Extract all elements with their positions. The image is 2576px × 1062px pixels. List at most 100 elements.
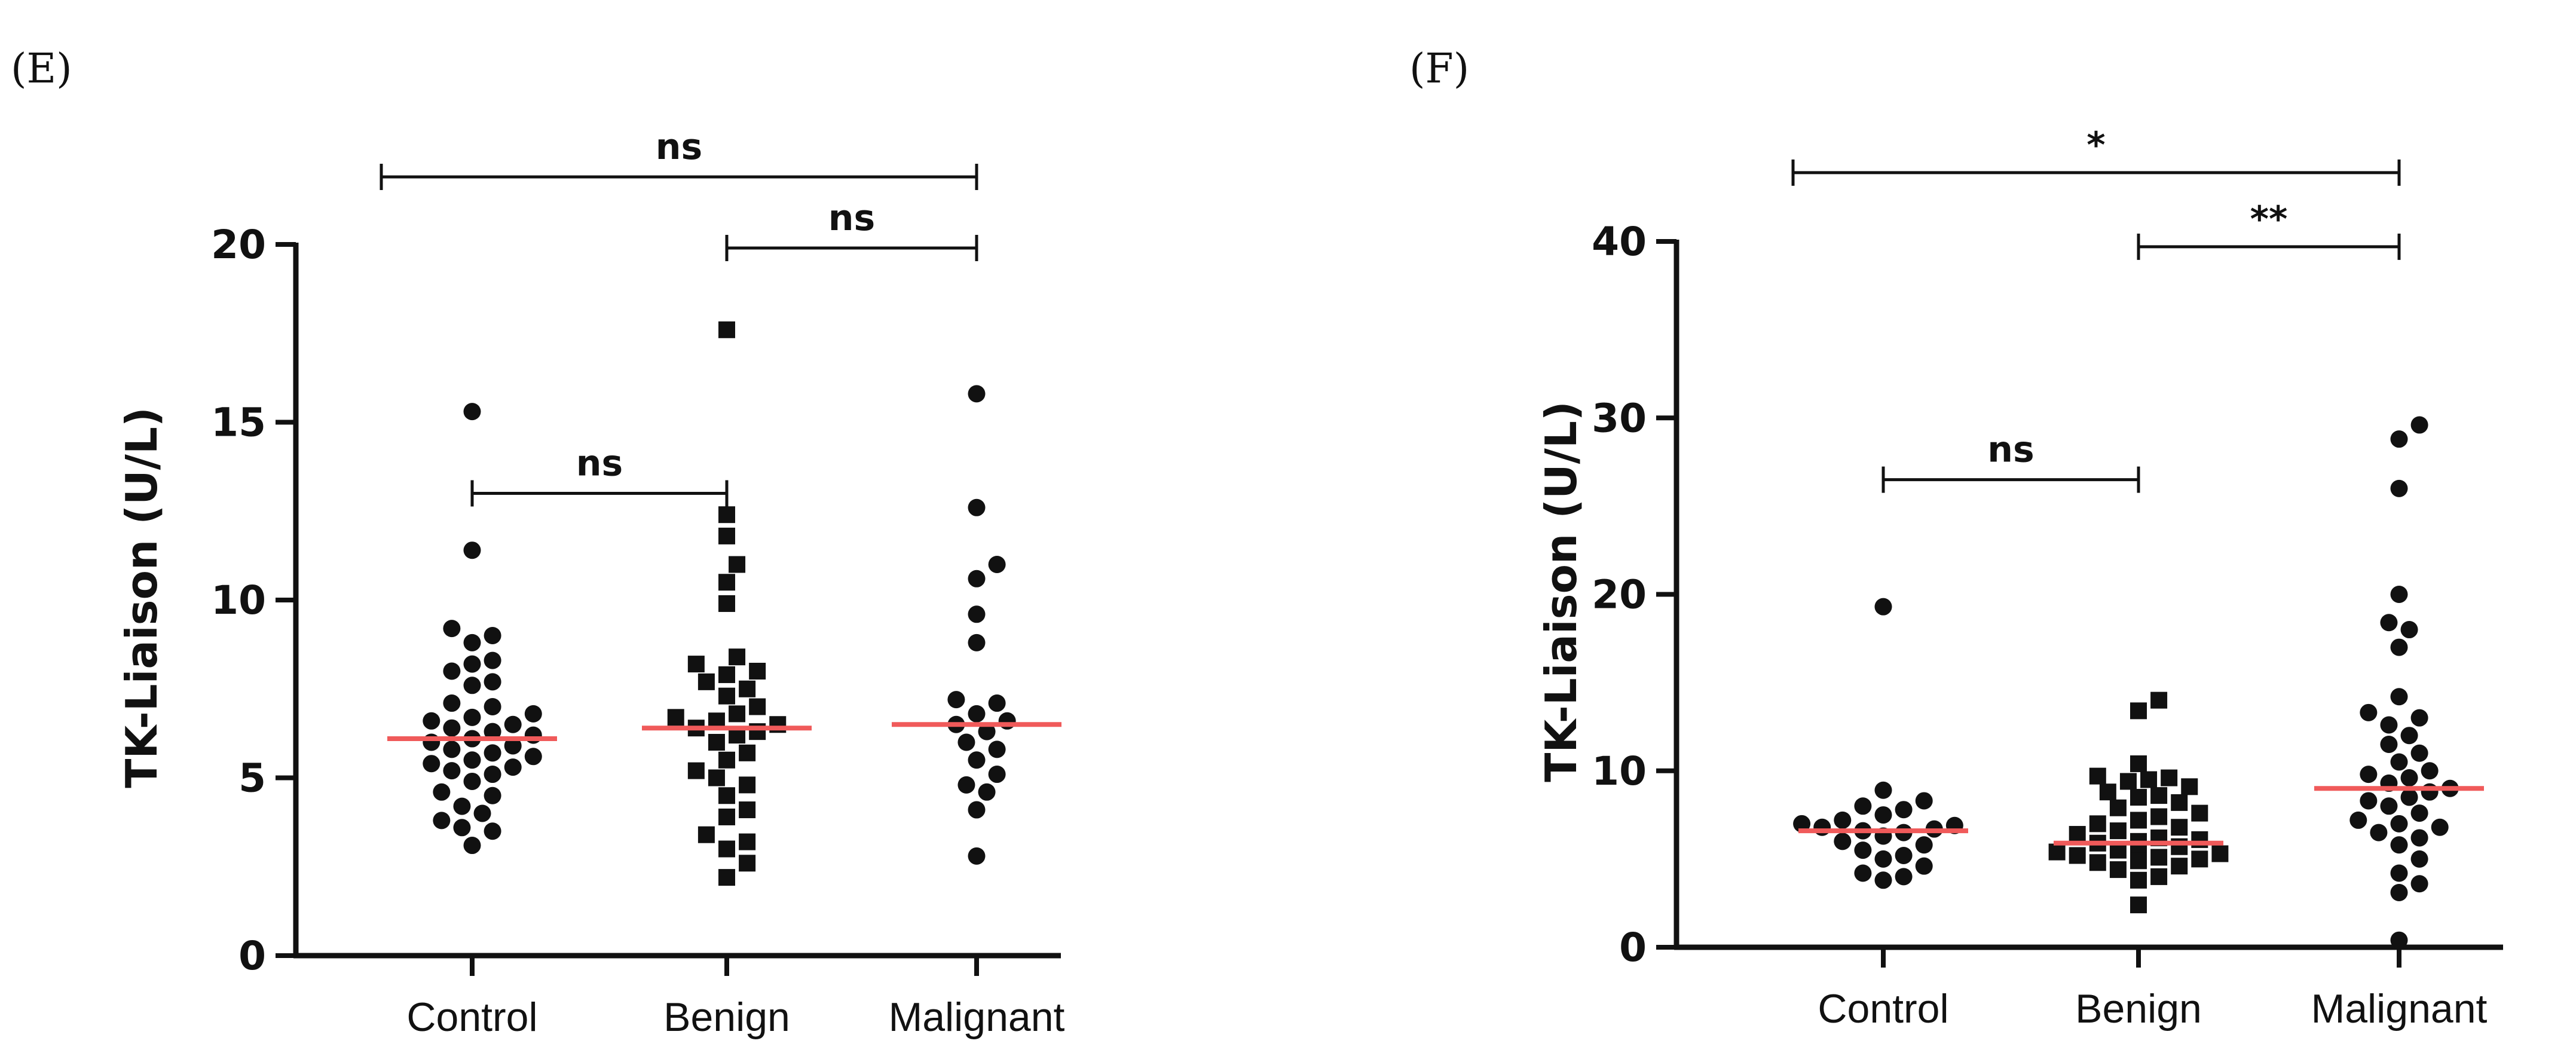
panel-f-benign-point [2181,778,2198,795]
panel-e-malignant-point [968,705,986,723]
panel-f-malignant-point [2360,792,2378,810]
panel-f-benign-point [2191,850,2208,868]
panel-e-control-point [463,541,481,559]
panel-e-control-point [473,804,491,822]
panel-f-benign-point [2161,769,2178,786]
panel-f-control-point [1813,818,1831,836]
panel-f-malignant-point [2400,769,2418,787]
panel-e-benign-point [667,709,684,726]
panel-e-x-tick-label-benign: Benign [663,994,790,1040]
panel-f-malignant-point [2410,744,2428,762]
panel-f-benign-point [2119,773,2137,790]
panel-e-benign-point [718,574,735,591]
panel-f-malignant-point [2390,815,2408,833]
panel-f-malignant-point [2400,788,2418,806]
panel-f-control-point [1915,792,1933,810]
panel-f-malignant-point [2400,727,2418,745]
panel-f-malignant-point [2400,621,2418,639]
panel-f-control-point [1874,850,1892,868]
panel-f-benign-point [2130,789,2147,806]
panel-f-benign-point [2171,858,2188,875]
panel-e-malignant-point [968,633,986,651]
panel-e-series-control [423,403,542,855]
panel-f-malignant-point [2380,716,2398,734]
panel-e-x-tick-label-malignant: Malignant [889,994,1065,1040]
panel-e-malignant-point [968,605,986,623]
panel-e-control-point [484,822,501,840]
panel-e-label: (E) [11,45,72,93]
panel-f-x-tick-label-control: Control [1818,986,1948,1032]
panel-f-comparison-control-benign: ns [1881,429,2140,493]
panel-f-malignant-point [2390,430,2408,448]
panel-e-malignant-point [968,385,986,403]
panel-f-benign-point [2109,822,2127,840]
panel-f-malignant-point [2431,818,2449,836]
panel-e-series-benign [667,321,787,886]
panel-f-benign-point [2150,808,2168,825]
panel-e-series-malignant [947,385,1016,865]
panel-f-malignant-point [2380,735,2398,753]
panel-f-control-point [1874,781,1892,799]
panel-f-series-control [1793,598,1963,889]
panel-f-x-tick-label-benign: Benign [2075,986,2202,1032]
panel-f-control-point [1793,815,1811,833]
panel-e-benign-point [729,705,746,723]
panel-f-benign-point [2130,812,2147,829]
panel-f-malignant-point [2410,829,2428,847]
panel-e-malignant-point [988,556,1006,573]
panel-f-malignant-point [2390,836,2408,854]
panel-e-y-tick-label: 20 [211,222,266,268]
panel-e-control-point [463,655,481,673]
panel-f-label: (F) [1409,45,1469,93]
panel-f-malignant-point [2380,614,2398,632]
panel-e-malignant-point [947,691,965,709]
panel-e-comparison-control-malignant: ns [380,126,978,190]
panel-f: (F) TK-Liaison (U/L) 0 10 20 30 40 Control Ben… [1409,45,2503,1032]
panel-f-control-point [1895,846,1913,864]
panel-e-benign-point [718,506,735,524]
panel-e-control-point [484,673,501,691]
panel-e-benign-point [729,556,746,573]
panel-e-control-point [453,797,471,815]
panel-e-malignant-point [968,498,986,516]
panel-f-benign-point [2130,755,2147,772]
panel-f-control-point [1834,833,1852,850]
panel-e-control-point [484,627,501,644]
panel-f-control-point [1895,801,1913,819]
panel-e-control-point [504,715,522,733]
panel-e-comparison-benign-malignant: ns [725,197,978,261]
panel-f-malignant-point [2410,875,2428,893]
panel-f-malignant-point [2390,753,2408,771]
panel-f-benign-point [2109,861,2127,879]
panel-f-comparison-label: * [2087,124,2105,166]
panel-e-control-point [524,748,542,766]
panel-e-benign-point [697,673,715,690]
panel-e-benign-point [687,656,705,673]
panel-f-malignant-point [2390,864,2408,882]
panel-f-malignant-point [2421,762,2439,780]
panel-f-benign-point [2130,871,2147,889]
panel-e-benign-point [718,595,735,612]
panel-e-control-point [463,772,481,790]
panel-e-control-point [484,766,501,784]
panel-f-benign-point [2130,702,2147,720]
panel-f-y-tick-label: 30 [1592,395,1647,441]
panel-e-malignant-point [988,766,1006,784]
panel-e-malignant-point [968,801,986,819]
panel-e-malignant-point [998,712,1016,730]
panel-e-control-point [463,677,481,694]
panel-f-benign-point [2130,852,2147,870]
panel-e-control-point [423,755,440,773]
panel-e-control-point [443,662,461,680]
panel-f-benign-point [2089,815,2106,833]
panel-f-benign-point [2130,896,2147,914]
panel-f-malignant-point [2360,766,2378,784]
panel-e-benign-point [739,833,756,850]
panel-e-benign-point [718,869,735,886]
panel-f-malignant-point [2410,850,2428,868]
panel-e: (E) TK-Liaison (U/L) 0 5 10 15 20 Control Beni… [11,45,1065,1040]
panel-e-control-point [443,740,461,758]
panel-f-malignant-point [2410,416,2428,434]
panel-f-benign-point [2109,799,2127,816]
